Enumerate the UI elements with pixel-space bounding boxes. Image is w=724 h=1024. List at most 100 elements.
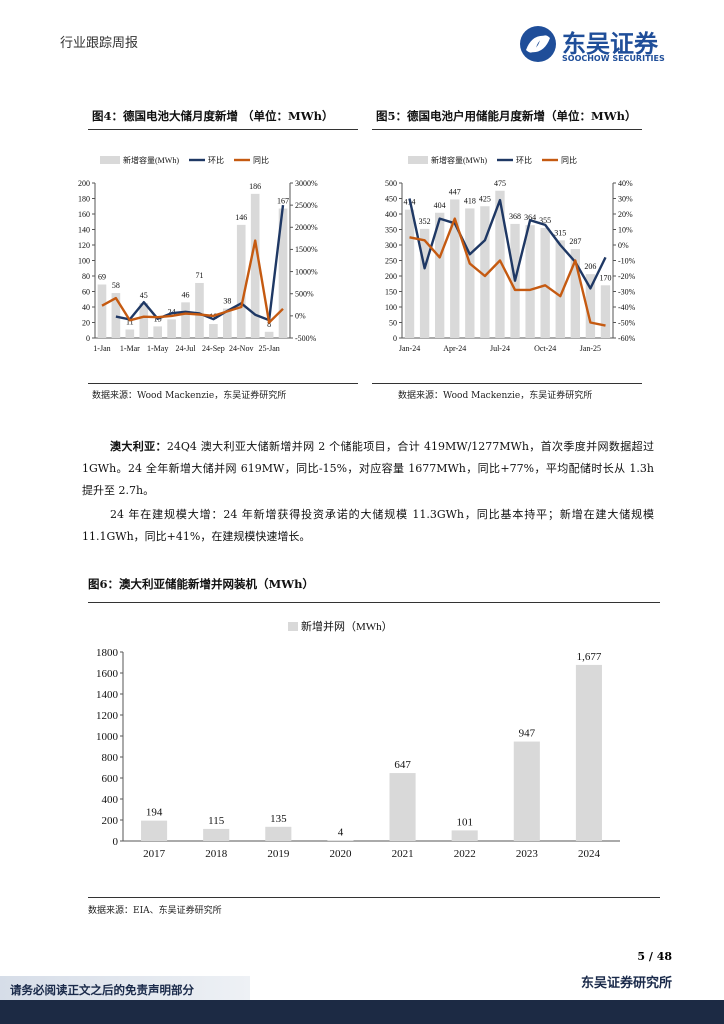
data-label: 355 [539,216,551,225]
data-label: 1,677 [577,651,602,663]
data-label: 38 [223,297,231,306]
data-label: 69 [98,273,106,282]
y-tick-label: 1200 [96,710,119,722]
data-label: 58 [112,281,120,290]
x-tick-label: 2022 [454,848,476,860]
x-tick-label: 1-Jan [93,344,110,353]
source: 数据来源：Wood Mackenzie，东吴证券研究所 [92,391,287,401]
y-tick-label: 140 [78,225,90,234]
data-label: 418 [464,196,476,205]
y-tick-label: 400 [102,794,119,806]
bar [153,326,162,338]
paragraph: 24 年在建规模大增：24 年新增获得投资承诺的大储规模 11.3GWh，同比基… [82,504,654,548]
y-tick-label: 1600 [96,668,119,680]
data-label: 24 [168,307,176,316]
bar [264,331,274,338]
x-tick-label: 25-Jan [258,344,279,353]
bar [419,228,430,338]
bar [513,741,540,841]
bar [111,293,121,338]
data-label: 170 [599,273,611,282]
bar [236,224,246,338]
bar [195,282,204,338]
data-label: 647 [394,759,411,771]
data-label: 947 [519,728,536,740]
y2-tick-label: 20% [618,210,633,219]
y-tick-label: 400 [385,210,397,219]
legend-label: 环比 [516,155,532,165]
x-tick-label: 2018 [205,848,228,860]
y-tick-label: 450 [385,194,397,203]
data-label: 45 [140,291,148,300]
logo-en: SOOCHOW SECURITIES [562,54,665,63]
y-tick-label: 50 [389,318,397,327]
y2-tick-label: 0% [618,241,629,250]
bar [203,828,230,841]
bar [265,826,292,841]
data-label: 447 [449,187,461,196]
footer-org: 东吴证券研究所 [580,976,672,991]
bar [495,190,505,338]
x-tick-label: 2021 [392,848,414,860]
y-tick-label: 500 [385,179,397,188]
data-label: 425 [479,194,491,203]
y-tick-label: 800 [102,752,119,764]
bar [570,249,580,338]
y2-tick-label: 3000% [295,179,318,188]
logo-cn: 东吴证券 [562,30,658,58]
data-label: 146 [235,213,247,222]
y-tick-label: 600 [102,773,119,785]
bar [575,664,602,841]
bar [209,324,218,338]
data-label: 287 [569,237,581,246]
x-tick-label: 24-Nov [229,344,253,353]
y-tick-label: 160 [78,210,90,219]
y-tick-label: 60 [82,287,90,296]
data-label: 8 [267,320,271,329]
bar [585,274,596,338]
legend-swatch [288,622,298,631]
y2-tick-label: -30% [618,287,636,296]
source: 数据来源：EIA、东吴证券研究所 [88,906,222,916]
bar [141,820,168,841]
x-tick-label: 24-Sep [202,344,225,353]
y-tick-label: 1000 [96,731,119,743]
source: 数据来源：Wood Mackenzie，东吴证券研究所 [398,391,593,401]
header-title: 行业跟踪周报 [60,36,139,51]
disclaimer-band [0,976,250,1000]
y2-tick-label: -40% [618,303,636,312]
data-label: 186 [249,182,261,191]
bar [525,225,535,338]
y-tick-label: 0 [393,334,397,343]
disclaimer: 请务必阅读正文之后的免责声明部分 [10,983,194,997]
y2-tick-label: 2500% [295,201,318,210]
y-tick-label: 300 [385,241,397,250]
y-tick-label: 200 [102,815,119,827]
data-label: 368 [509,212,521,221]
y2-tick-label: -50% [618,318,636,327]
legend-swatch [408,156,428,164]
data-label: 194 [146,807,163,819]
y-tick-label: 1400 [96,689,119,701]
y-tick-label: 250 [385,256,397,265]
bar [555,240,565,338]
y-tick-label: 100 [78,256,90,265]
paragraph: 澳大利亚：24Q4 澳大利亚大储新增并网 2 个储能项目，合计 419MW/12… [82,436,654,502]
y2-tick-label: 10% [618,225,633,234]
y2-tick-label: 500% [295,290,314,299]
x-tick-label: 1-May [147,344,168,353]
x-tick-label: Jul-24 [490,344,510,353]
bar [125,329,135,338]
legend-label: 新增容量(MWh) [123,155,179,165]
data-label: 135 [270,813,287,825]
x-tick-label: Apr-24 [443,344,466,353]
figure-title: 图6：澳大利亚储能新增并网装机（MWh） [88,577,315,591]
bar [404,209,415,338]
page-number: 5 / 48 [637,950,672,963]
y-tick-label: 20 [82,318,90,327]
y-tick-label: 40 [82,303,90,312]
legend-label: 同比 [253,155,269,165]
bar [278,208,288,338]
y-tick-label: 100 [385,303,397,312]
